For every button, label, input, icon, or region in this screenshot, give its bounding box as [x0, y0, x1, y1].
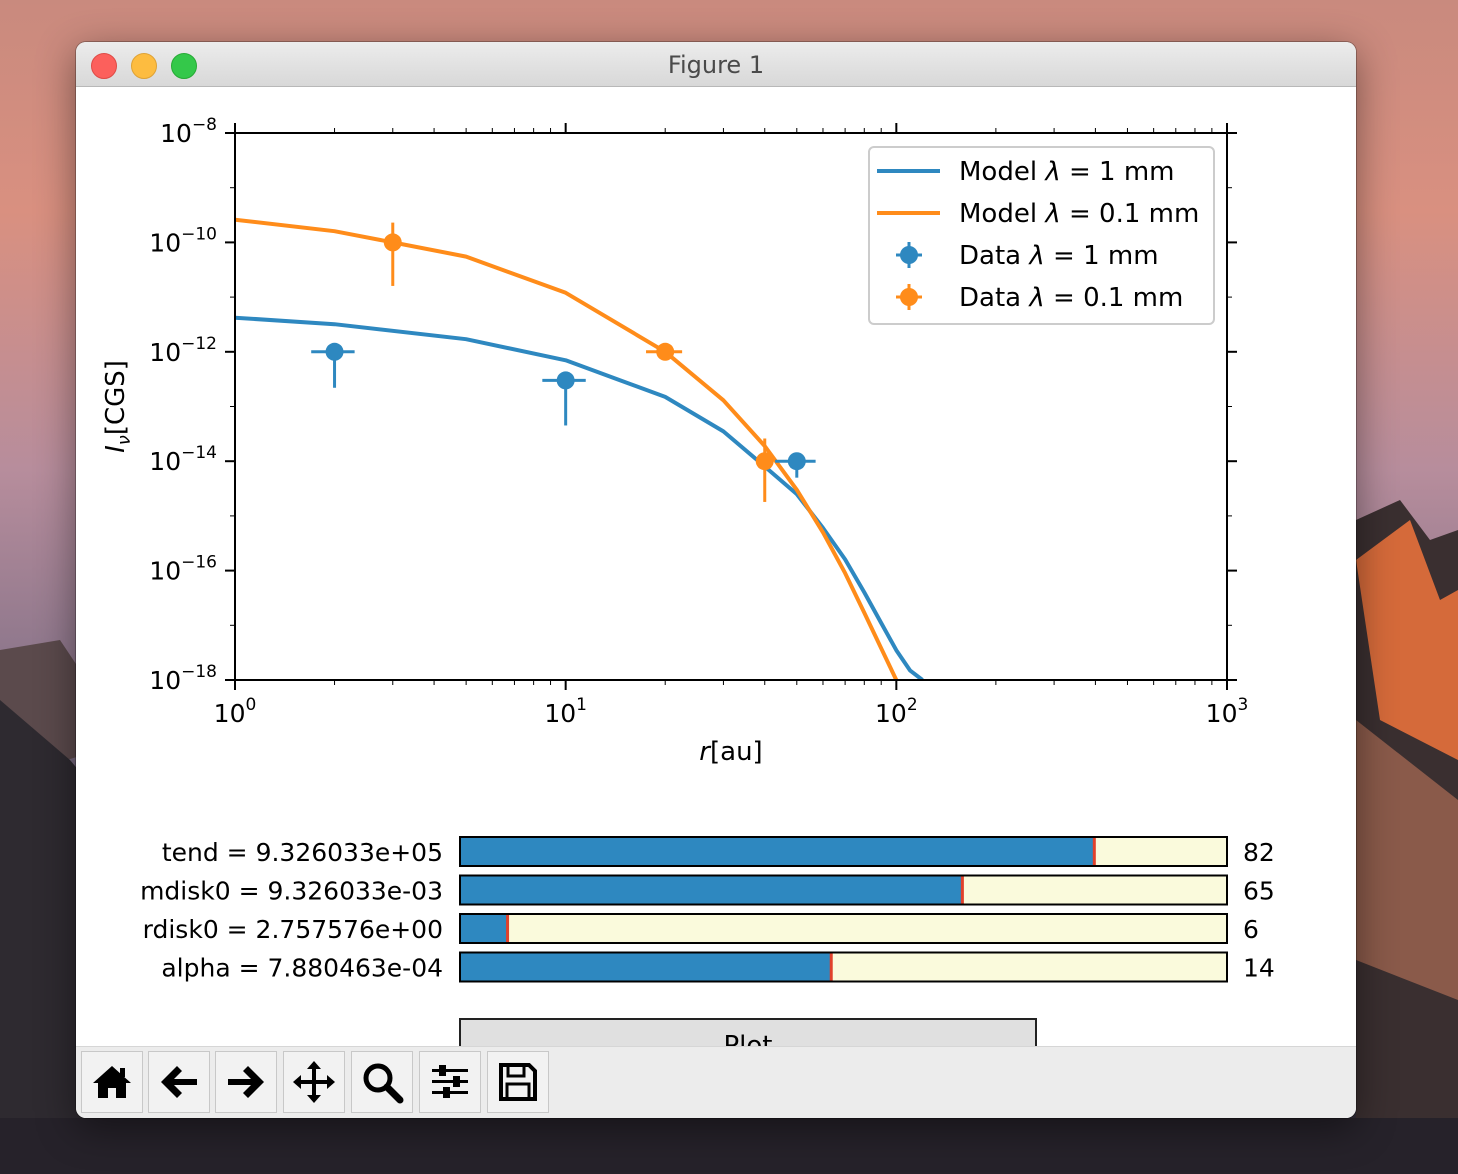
slider-label: tend = 9.326033e+05: [162, 838, 443, 867]
legend-label: Data λ = 1 mm: [959, 241, 1159, 271]
window-title: Figure 1: [667, 51, 765, 79]
legend-item: Data λ = 1 mm: [896, 241, 1159, 271]
slider-3[interactable]: alpha = 7.880463e-04 14: [161, 951, 1275, 983]
slider-border: [459, 951, 1228, 983]
back-button[interactable]: [148, 1051, 210, 1113]
y-tick-label: 10−18: [149, 662, 217, 695]
slider-border: [459, 913, 1228, 944]
forward-button[interactable]: [215, 1051, 277, 1113]
model-curve: [235, 315, 924, 680]
title-bar: Figure 1: [76, 42, 1356, 87]
slider-2[interactable]: rdisk0 = 2.757576e+00 6: [143, 913, 1259, 944]
x-tick-label: 102: [875, 695, 918, 728]
series-0: [235, 315, 924, 680]
legend-label: Model λ = 1 mm: [959, 157, 1175, 187]
x-tick-label: 101: [544, 695, 587, 728]
slider-track[interactable]: [460, 914, 1227, 943]
series-2: [311, 342, 816, 478]
slider-border: [459, 874, 1228, 906]
series-1: [235, 217, 899, 680]
series-3: [383, 222, 774, 502]
x-tick-label: 103: [1206, 695, 1249, 728]
slider-border: [459, 836, 1228, 867]
navigation-toolbar: [76, 1046, 1356, 1118]
plot-button-label: Plot: [723, 1031, 772, 1046]
slider-value: 6: [1243, 915, 1259, 944]
slider-1[interactable]: mdisk0 = 9.326033e-03 65: [140, 874, 1275, 906]
home-button[interactable]: [81, 1051, 143, 1113]
figure-canvas: 100 101 102 103 10−8 10−10 10−12 10−14 10−16 10−1…: [101, 115, 1275, 1046]
slider-panel: tend = 9.326033e+05 82 mdisk0 = 9.326033e-…: [140, 836, 1275, 983]
slider-fill: [460, 952, 832, 982]
slider-label: alpha = 7.880463e-04: [161, 954, 443, 983]
legend-marker-swatch: [900, 288, 918, 306]
y-tick-label: 10−12: [149, 334, 217, 367]
data-marker: [787, 452, 806, 471]
legend-item: Model λ = 1 mm: [877, 157, 1175, 187]
data-point: [383, 222, 402, 286]
data-point: [311, 342, 355, 388]
pan-icon: [293, 1061, 335, 1103]
minimize-button[interactable]: [131, 53, 157, 79]
pan-button[interactable]: [283, 1051, 345, 1113]
figure-window: Figure 1 100 101 102 103 10−8 10−10 10−12 10−14…: [76, 42, 1356, 1118]
forward-arrow-icon: [228, 1066, 264, 1098]
legend-marker-swatch: [900, 246, 918, 264]
configure-subplots-icon: [432, 1065, 468, 1098]
legend-box: [868, 146, 1215, 325]
data-point: [775, 452, 816, 478]
zoom-button[interactable]: [351, 1051, 413, 1113]
back-arrow-icon: [161, 1066, 197, 1098]
slider-value: 65: [1243, 877, 1275, 906]
slider-fill: [460, 914, 508, 943]
slider-0[interactable]: tend = 9.326033e+05 82: [162, 836, 1275, 867]
slider-label: rdisk0 = 2.757576e+00: [143, 915, 443, 944]
zoom-icon: [363, 1063, 404, 1104]
slider-label: mdisk0 = 9.326033e-03: [140, 877, 443, 906]
data-point: [646, 342, 683, 361]
x-axis-label: r[au]: [699, 737, 762, 767]
home-icon: [93, 1066, 131, 1098]
slider-value: 14: [1243, 954, 1275, 983]
y-tick-label: 10−10: [149, 224, 217, 257]
legend: Model λ = 1 mm Model λ = 0.1 mm Data λ = 1…: [868, 146, 1215, 325]
plot-button[interactable]: Plot: [459, 1018, 1037, 1046]
data-marker: [325, 342, 344, 361]
data-point: [755, 438, 774, 502]
data-marker: [755, 452, 774, 471]
plot-area: 100 101 102 103 10−8 10−10 10−12 10−14 10−16 10−1…: [101, 115, 1248, 767]
legend-label: Data λ = 0.1 mm: [959, 283, 1183, 313]
slider-fill: [460, 875, 963, 905]
legend-item: Data λ = 0.1 mm: [896, 283, 1183, 313]
data-point: [542, 371, 586, 426]
close-button[interactable]: [91, 53, 117, 79]
save-button[interactable]: [487, 1051, 549, 1113]
maximize-button[interactable]: [171, 53, 197, 79]
x-tick-label: 100: [214, 695, 257, 728]
slider-value: 82: [1243, 838, 1275, 867]
slider-fill: [460, 837, 1095, 866]
data-marker: [656, 342, 675, 361]
y-tick-label: 10−14: [149, 443, 217, 476]
data-marker: [383, 233, 402, 252]
data-marker: [556, 371, 575, 390]
model-curve: [235, 217, 899, 680]
legend-item: Model λ = 0.1 mm: [877, 199, 1199, 229]
save-icon: [499, 1063, 537, 1101]
legend-label: Model λ = 0.1 mm: [959, 199, 1199, 229]
y-tick-label: 10−8: [160, 115, 217, 148]
y-axis-label: Iν[CGS]: [101, 360, 135, 453]
y-tick-label: 10−16: [149, 553, 217, 586]
configure-subplots-button[interactable]: [419, 1051, 481, 1113]
